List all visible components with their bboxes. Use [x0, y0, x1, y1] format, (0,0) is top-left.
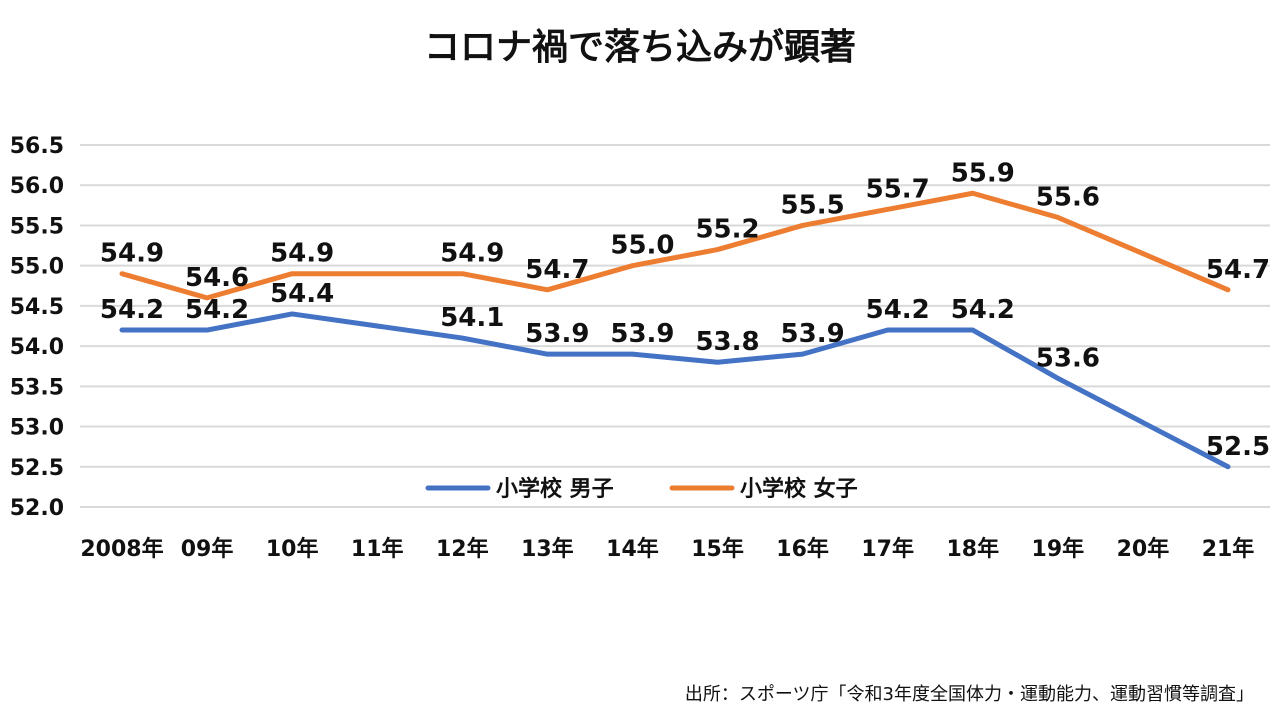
x-tick-label: 14年 [606, 536, 659, 562]
y-tick-label: 54.0 [10, 335, 64, 360]
x-tick-label: 11年 [351, 536, 404, 562]
legend: 小学校 男子 小学校 女子 [425, 476, 858, 502]
chart-title: コロナ禍で落ち込みが顕著 [423, 27, 856, 68]
x-tick-label: 13年 [521, 536, 574, 562]
data-label: 53.9 [781, 319, 845, 349]
data-label: 53.8 [695, 327, 759, 357]
data-label: 54.7 [1206, 255, 1270, 285]
data-labels: 54.2 54.2 54.4 54.1 53.9 53.9 53.8 53.9 54.2 54.2… [100, 158, 1270, 462]
data-label: 54.9 [440, 239, 504, 269]
x-tick-label: 15年 [691, 536, 744, 562]
y-tick-label: 55.5 [10, 214, 64, 239]
source-note: 出所：スポーツ庁「令和3年度全国体力・運動能力、運動習慣等調査」 [684, 684, 1254, 705]
x-tick-label: 18年 [946, 536, 999, 562]
data-label: 54.2 [951, 295, 1015, 325]
y-tick-label: 52.5 [10, 456, 64, 481]
y-tick-label: 56.5 [10, 134, 64, 159]
data-label: 55.5 [781, 190, 845, 220]
y-tick-label: 55.0 [10, 255, 64, 280]
x-tick-label: 2008年 [80, 536, 163, 562]
data-label: 54.6 [185, 263, 249, 293]
series-lines [119, 190, 1231, 470]
series-line-0 [119, 311, 1231, 470]
data-label: 54.2 [100, 295, 164, 325]
data-label: 54.2 [185, 295, 249, 325]
data-label: 52.5 [1206, 432, 1270, 462]
y-tick-label: 56.0 [10, 174, 64, 199]
data-label: 54.7 [525, 255, 589, 285]
data-label: 54.2 [866, 295, 930, 325]
y-tick-label: 54.5 [10, 295, 64, 320]
x-tick-label: 20年 [1117, 536, 1170, 562]
data-label: 53.9 [525, 319, 589, 349]
y-tick-label: 52.0 [10, 496, 64, 521]
x-tick-label: 16年 [776, 536, 829, 562]
data-label: 55.6 [1036, 182, 1100, 212]
x-tick-label: 09年 [181, 536, 234, 562]
data-label: 55.9 [951, 158, 1015, 188]
y-tick-label: 53.5 [10, 375, 64, 400]
x-tick-label: 12年 [436, 536, 489, 562]
grid-lines [80, 144, 1270, 508]
data-label: 54.4 [270, 279, 334, 309]
data-label: 53.9 [610, 319, 674, 349]
x-tick-label: 17年 [861, 536, 914, 562]
legend-label: 小学校 男子 [496, 476, 614, 502]
x-tick-label: 21年 [1202, 536, 1255, 562]
y-axis-ticks: 52.0 52.5 53.0 53.5 54.0 54.5 55.0 55.5 56.0 56.5 [10, 134, 64, 521]
x-tick-label: 10年 [266, 536, 319, 562]
data-label: 54.9 [270, 239, 334, 269]
y-tick-label: 53.0 [10, 416, 64, 441]
x-tick-label: 19年 [1032, 536, 1085, 562]
data-label: 55.2 [695, 215, 759, 245]
data-label: 55.7 [866, 174, 930, 204]
series-line-1 [119, 190, 1231, 301]
legend-label: 小学校 女子 [740, 476, 858, 502]
data-label: 54.9 [100, 239, 164, 269]
data-label: 54.1 [440, 303, 504, 333]
data-label: 53.6 [1036, 343, 1100, 373]
data-label: 55.0 [610, 231, 674, 261]
x-axis-ticks: 2008年 09年 10年 11年 12年 13年 14年 15年 16年 17年 18年 19年 20… [80, 536, 1254, 562]
